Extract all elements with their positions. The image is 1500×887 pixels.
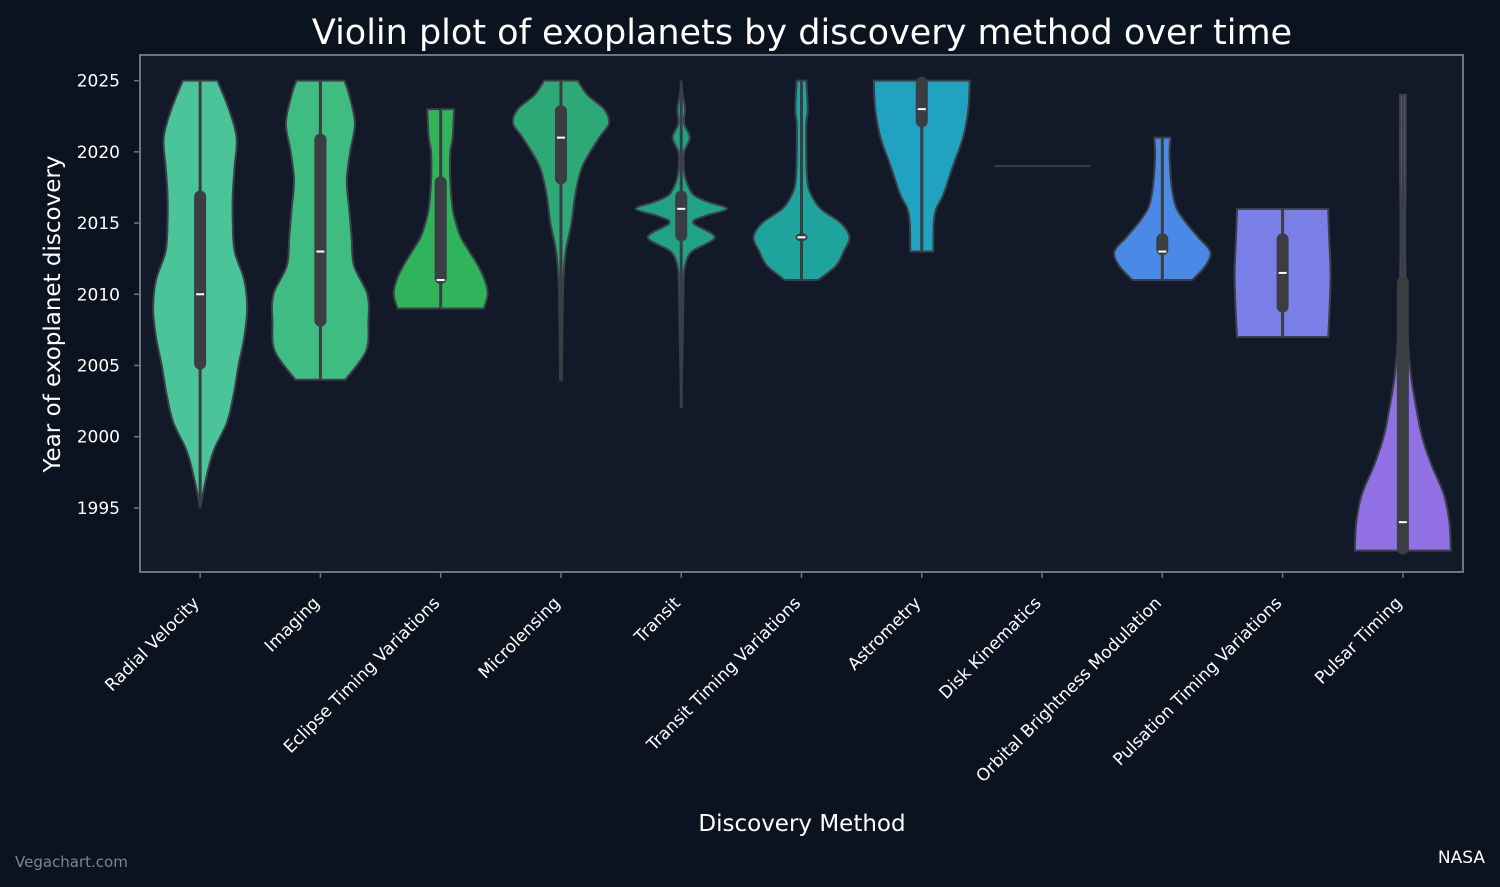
violin-iqr-box	[915, 76, 928, 128]
y-tick-label: 1995	[77, 499, 120, 519]
y-tick-label: 2005	[77, 356, 120, 376]
violin-iqr-box	[314, 133, 327, 327]
violins	[152, 76, 1452, 555]
y-axis-ticks: 1995 2000 2005 2010 2015 2020 2025	[77, 72, 140, 519]
x-axis-label: Discovery Method	[698, 811, 905, 837]
violin-iqr-box	[1396, 276, 1409, 555]
violin-pulsation-timing-variations	[1233, 207, 1332, 338]
y-axis-label: Year of exoplanet discovery	[40, 156, 66, 474]
x-tick-label: Imaging	[261, 593, 324, 656]
violin-orbital-brightness-modulation	[1113, 136, 1212, 282]
violin-iqr-box	[1156, 233, 1169, 256]
violin-imaging	[270, 79, 370, 381]
y-tick-label: 2025	[77, 72, 120, 92]
y-tick-label: 2015	[77, 214, 120, 234]
violin-iqr-box	[675, 190, 688, 242]
x-tick-label: Radial Velocity	[101, 593, 203, 695]
source-credit-right: NASA	[1437, 848, 1485, 868]
y-tick-label: 2010	[77, 285, 120, 305]
x-tick-label: Microlensing	[475, 593, 565, 683]
violin-radial-velocity	[152, 79, 249, 509]
y-tick-label: 2000	[77, 428, 120, 448]
violin-iqr-box	[194, 190, 207, 370]
violin-iqr-box	[554, 105, 567, 185]
violin-microlensing	[511, 79, 611, 381]
x-tick-label: Disk Kinematics	[936, 593, 1046, 703]
violin-pulsar-timing	[1353, 93, 1452, 555]
x-tick-label: Astrometry	[844, 593, 925, 674]
chart-title: Violin plot of exoplanets by discovery m…	[312, 13, 1292, 53]
violin-astrometry	[872, 76, 971, 253]
violin-eclipse-timing-variations	[392, 108, 489, 310]
y-tick-label: 2020	[77, 143, 120, 163]
source-credit-left: Vegachart.com	[15, 853, 128, 871]
violin-iqr-box	[434, 176, 447, 285]
x-tick-label: Pulsar Timing	[1311, 593, 1406, 688]
violin-transit-timing-variations	[752, 79, 851, 282]
x-tick-label: Transit	[630, 593, 685, 648]
violin-transit	[634, 80, 728, 409]
